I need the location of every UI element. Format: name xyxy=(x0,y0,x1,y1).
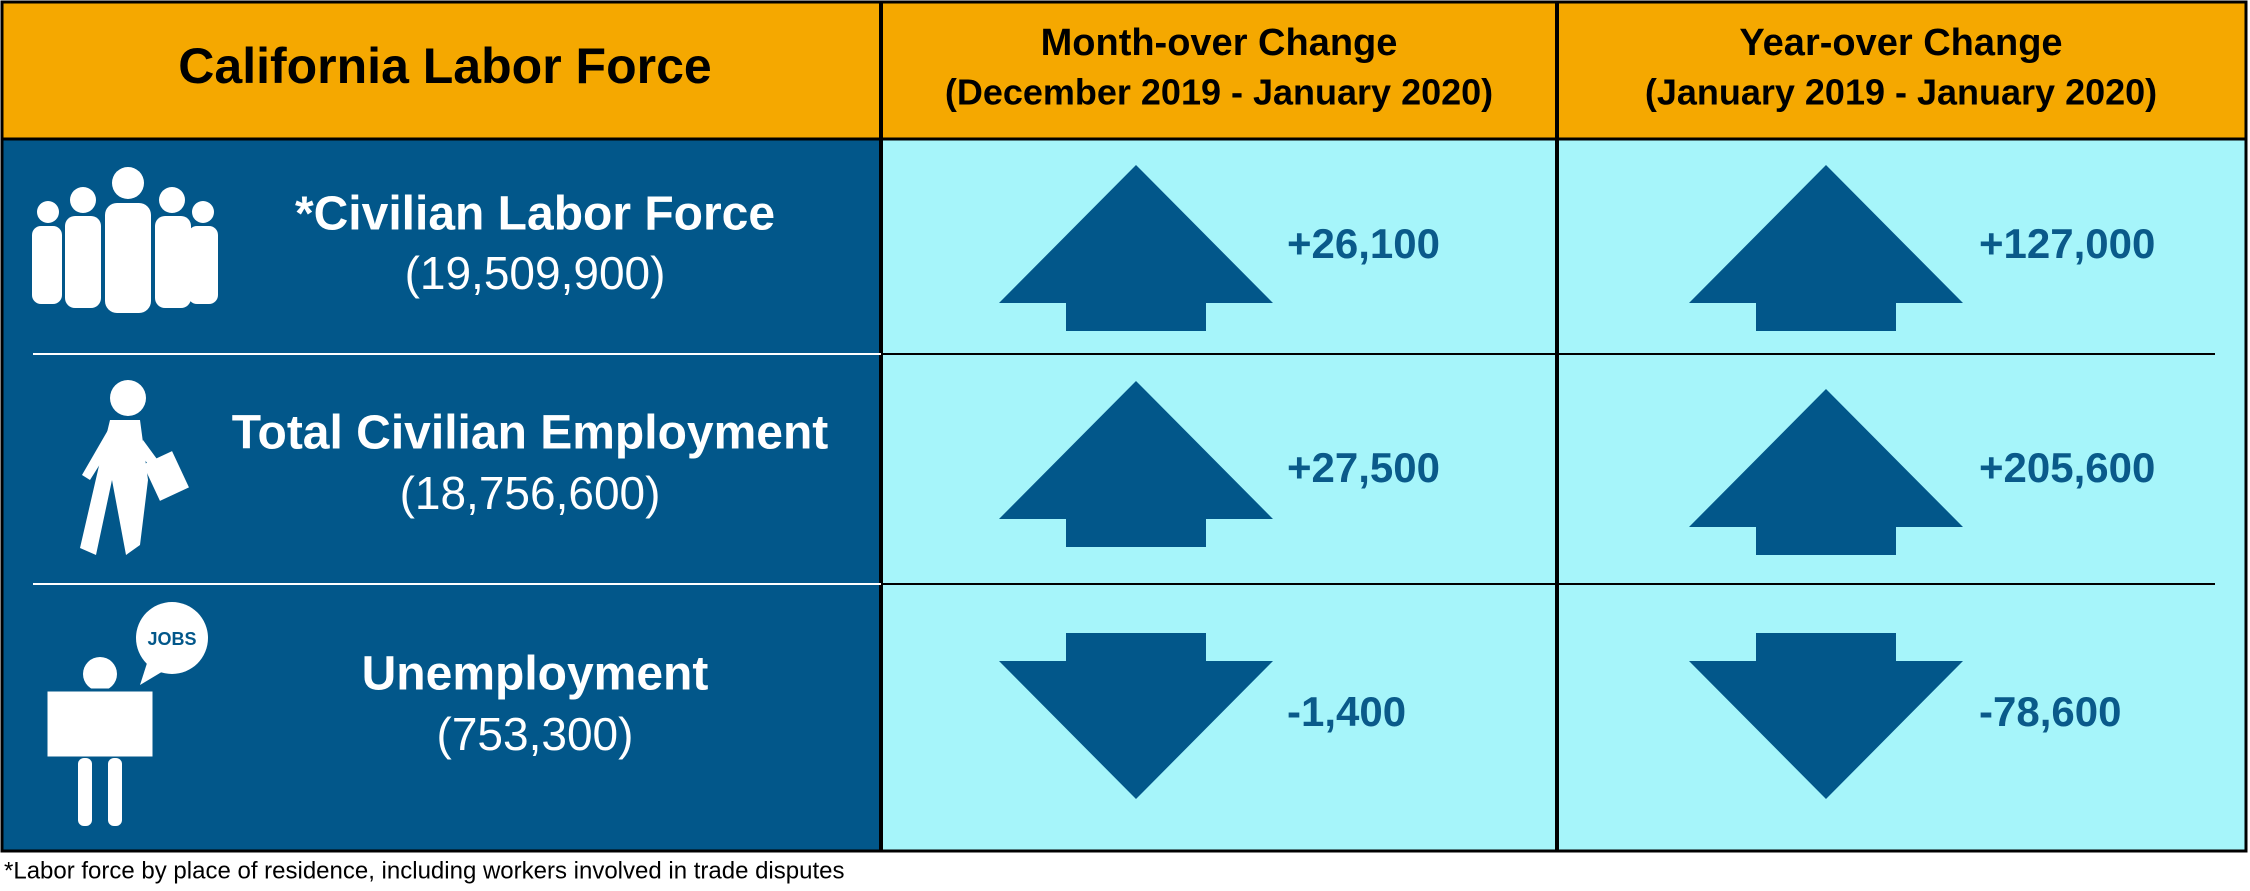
month-change: +26,100 xyxy=(1287,220,1440,267)
month-change: +27,500 xyxy=(1287,444,1440,491)
year-change: +127,000 xyxy=(1979,220,2155,267)
svg-text:JOBS: JOBS xyxy=(147,629,196,649)
row-label: Unemployment xyxy=(362,648,709,701)
column-header: (December 2019 - January 2020) xyxy=(945,72,1493,113)
row-label: *Civilian Labor Force xyxy=(295,188,775,241)
walker-icon xyxy=(80,380,189,555)
newspaper-icon: JOBS xyxy=(44,602,208,826)
table-border xyxy=(0,0,2248,853)
year-change: -78,600 xyxy=(1979,688,2121,735)
row-total: (19,509,900) xyxy=(405,247,666,299)
year-change: +205,600 xyxy=(1979,444,2155,491)
footnote: *Labor force by place of residence, incl… xyxy=(4,857,844,884)
people-icon xyxy=(32,167,218,313)
month-change: -1,400 xyxy=(1287,688,1406,735)
row-total: (18,756,600) xyxy=(400,467,661,519)
row-label: Total Civilian Employment xyxy=(232,407,829,460)
column-header: Month-over Change xyxy=(1041,22,1398,64)
column-header: Year-over Change xyxy=(1739,22,2062,64)
header-bg xyxy=(2,2,2246,139)
column-header: (January 2019 - January 2020) xyxy=(1645,72,2157,113)
title: California Labor Force xyxy=(178,38,711,94)
row-total: (753,300) xyxy=(437,708,634,760)
